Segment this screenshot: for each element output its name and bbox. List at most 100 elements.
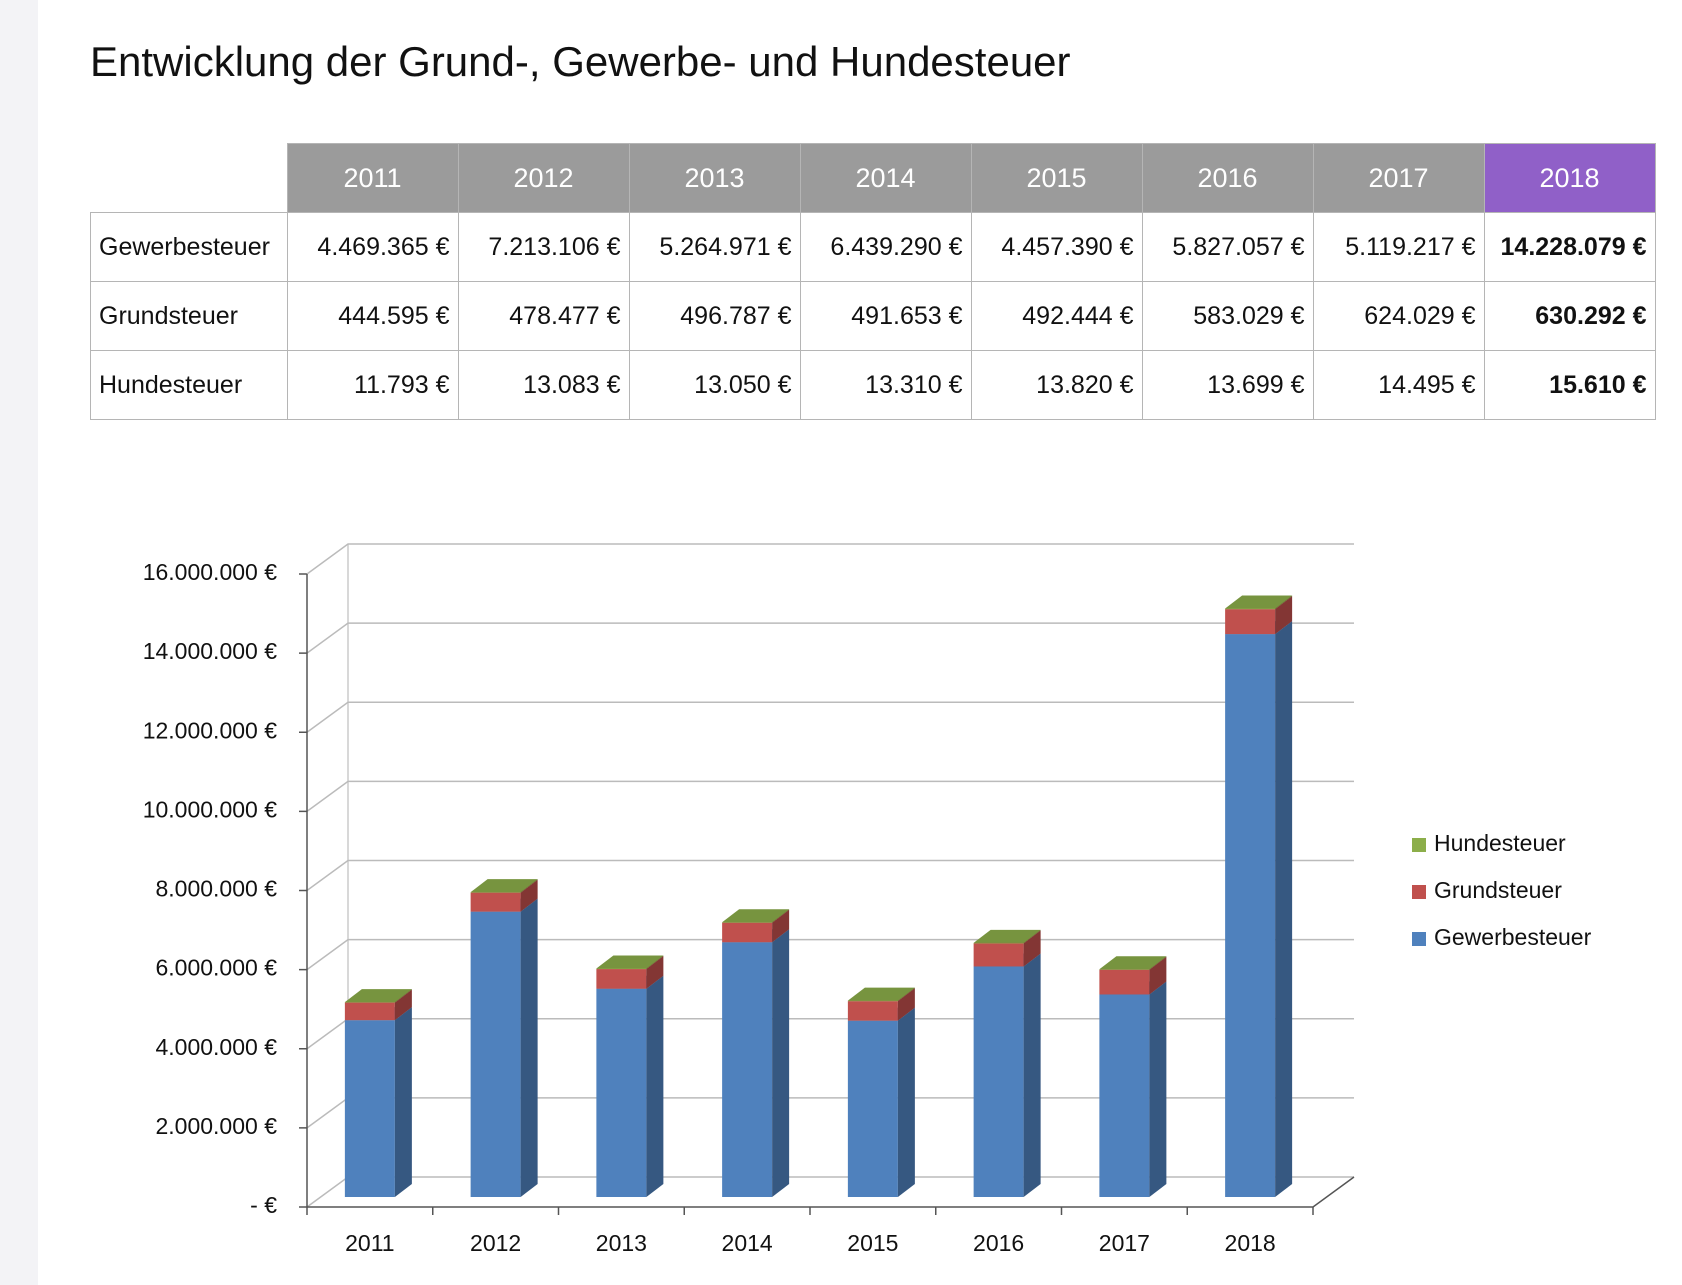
- x-tick-label: 2013: [596, 1230, 647, 1256]
- bar-top: [470, 879, 538, 893]
- bar-top: [722, 909, 790, 923]
- bar-side: [1149, 956, 1167, 995]
- row-label: Gewerbesteuer: [90, 212, 288, 282]
- bar-side: [772, 909, 790, 923]
- cell: 7.213.106 €: [457, 212, 630, 282]
- bar-side: [1023, 930, 1041, 967]
- cell: 4.469.365 €: [286, 212, 459, 282]
- cell: 13.050 €: [628, 350, 801, 420]
- bar-side: [772, 929, 790, 1197]
- grid-line: [306, 1097, 1354, 1129]
- bar-top: [1225, 595, 1293, 609]
- header-cell: 2018: [1483, 143, 1656, 213]
- y-tick-label: 12.000.000 €: [143, 717, 278, 743]
- bar-top: [596, 955, 664, 969]
- x-tick-label: 2014: [722, 1230, 773, 1256]
- bar: [1225, 608, 1276, 610]
- y-tick-label: 2.000.000 €: [155, 1113, 277, 1139]
- bar-side: [646, 955, 664, 970]
- bar: [1225, 609, 1276, 635]
- grid-line: [306, 622, 1354, 654]
- legend-label: Grundsteuer: [1434, 877, 1562, 903]
- header-cell: 2015: [970, 143, 1143, 213]
- bar: [847, 1000, 898, 1002]
- bar: [596, 988, 647, 1197]
- y-tick-label: 4.000.000 €: [155, 1034, 277, 1060]
- x-tick-label: 2015: [847, 1230, 898, 1256]
- bar: [596, 969, 647, 989]
- cell: 5.264.971 €: [628, 212, 801, 282]
- x-tick-label: 2011: [345, 1230, 394, 1256]
- bar-side: [394, 989, 412, 1021]
- cell: 13.083 €: [457, 350, 630, 420]
- bar-top: [847, 987, 915, 1001]
- bar-side: [1023, 929, 1041, 944]
- header-cell: 2016: [1141, 143, 1314, 213]
- row-label: Hundesteuer: [90, 350, 288, 420]
- cell: 14.228.079 €: [1483, 212, 1656, 282]
- x-tick-label: 2016: [973, 1230, 1024, 1256]
- bar: [470, 911, 521, 1197]
- x-tick-label: 2017: [1099, 1230, 1150, 1256]
- bar: [973, 943, 1024, 967]
- header-cell: 2014: [799, 143, 972, 213]
- bar: [847, 1001, 898, 1021]
- x-tick-label: 2018: [1225, 1230, 1276, 1256]
- cell: 13.699 €: [1141, 350, 1314, 420]
- bar: [1099, 969, 1150, 995]
- bar-side: [1275, 621, 1293, 1197]
- x-tick-label: 2012: [470, 1230, 521, 1256]
- legend-swatch: [1412, 838, 1426, 852]
- bar: [722, 922, 773, 943]
- grid-line: [306, 938, 1354, 971]
- bar: [344, 1002, 395, 1021]
- bar: [470, 892, 521, 893]
- bar-side: [772, 909, 790, 943]
- y-tick-label: 16.000.000 €: [143, 559, 278, 585]
- grid-line: [306, 543, 1354, 575]
- floor-edge: [307, 1176, 1355, 1208]
- bar-side: [897, 1007, 915, 1197]
- bar-side: [646, 975, 664, 1197]
- cell: 13.820 €: [970, 350, 1143, 420]
- legend-label: Gewerbesteuer: [1434, 924, 1592, 950]
- cell: 14.495 €: [1312, 350, 1485, 420]
- bar-side: [520, 898, 538, 1197]
- cell: 478.477 €: [457, 281, 630, 351]
- y-tick-label: - €: [250, 1192, 277, 1218]
- grid-line: [306, 859, 1354, 892]
- bar-side: [1149, 956, 1167, 970]
- table-row: Grundsteuer 444.595 €478.477 €496.787 € 49…: [90, 281, 1656, 351]
- bar: [1225, 634, 1276, 1197]
- y-tick-label: 10.000.000 €: [143, 796, 278, 822]
- y-tick-label: 8.000.000 €: [155, 876, 277, 902]
- bar: [344, 1020, 395, 1197]
- bar-side: [1275, 595, 1293, 610]
- bar-side: [897, 988, 915, 1021]
- bar-side: [1023, 953, 1041, 1197]
- cell: 444.595 €: [286, 281, 459, 351]
- corner: [90, 143, 287, 213]
- cell: 13.310 €: [799, 350, 972, 420]
- bar: [847, 1020, 898, 1197]
- legend-swatch: [1412, 885, 1426, 899]
- cell: 624.029 €: [1312, 281, 1485, 351]
- cell: 5.827.057 €: [1141, 212, 1314, 282]
- cell: 496.787 €: [628, 281, 801, 351]
- bar-top: [344, 989, 412, 1003]
- bar: [470, 892, 521, 912]
- grid-line: [306, 1018, 1354, 1050]
- bar-top: [1099, 956, 1167, 970]
- cell: 492.444 €: [970, 281, 1143, 351]
- cell: 11.793 €: [286, 350, 459, 420]
- y-tick-label: 6.000.000 €: [155, 955, 277, 981]
- bar-side: [897, 987, 915, 1002]
- bar-side: [394, 1007, 412, 1197]
- side-strip: [0, 0, 38, 1285]
- bar: [722, 942, 773, 1197]
- header-row: 2011 2012 2013 2014 2015 2016 2017 2018: [90, 143, 1656, 213]
- bar-side: [394, 989, 412, 1003]
- bar-side: [1149, 981, 1167, 1197]
